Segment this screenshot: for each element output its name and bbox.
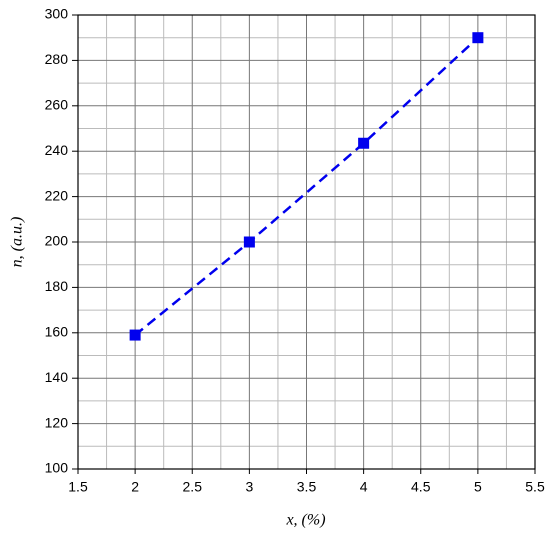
- marker: [243, 236, 255, 248]
- x-tick-label: 4.5: [411, 479, 431, 495]
- x-tick-label: 2: [131, 479, 139, 495]
- marker: [358, 137, 370, 149]
- marker: [129, 329, 141, 341]
- y-tick-label: 260: [45, 97, 69, 113]
- y-tick-label: 100: [45, 460, 69, 476]
- y-tick-label: 220: [45, 187, 69, 203]
- y-tick-label: 120: [45, 414, 69, 430]
- y-axis-title: n, (a.u.): [9, 217, 26, 268]
- y-tick-label: 140: [45, 369, 69, 385]
- x-tick-label: 5: [474, 479, 482, 495]
- marker: [472, 32, 484, 44]
- x-tick-label: 3: [245, 479, 253, 495]
- y-tick-label: 160: [45, 324, 69, 340]
- plot-frame: [77, 14, 536, 470]
- y-tick-label: 280: [45, 51, 69, 67]
- x-tick-label: 2.5: [183, 479, 203, 495]
- x-axis-title: x, (%): [285, 512, 325, 529]
- y-tick-label: 180: [45, 278, 69, 294]
- x-tick-label: 1.5: [68, 479, 88, 495]
- y-tick-label: 300: [45, 6, 69, 22]
- series-line: [134, 36, 479, 337]
- x-tick-label: 5.5: [525, 479, 545, 495]
- x-tick-label: 3.5: [297, 479, 317, 495]
- x-tick-label: 4: [360, 479, 368, 495]
- y-tick-label: 240: [45, 142, 69, 158]
- y-tick-label: 200: [45, 233, 69, 249]
